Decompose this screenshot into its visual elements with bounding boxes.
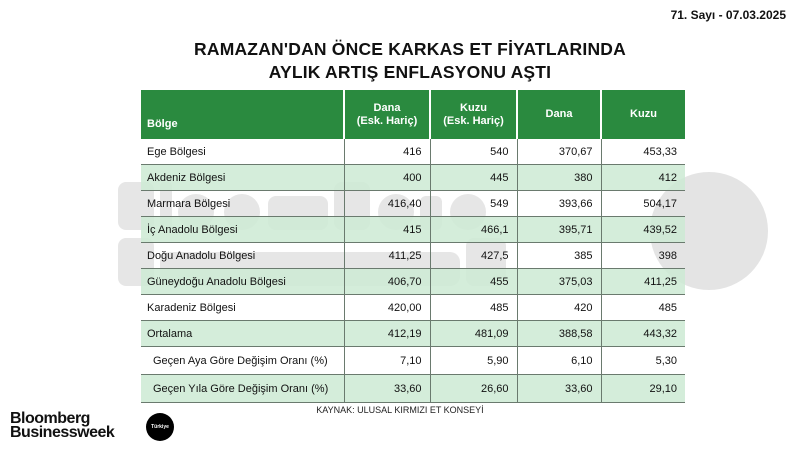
value-cell: 427,5	[430, 242, 518, 269]
value-cell: 416	[344, 139, 431, 165]
region-cell: Akdeniz Bölgesi	[141, 164, 345, 191]
value-cell: 443,32	[601, 320, 685, 347]
table-row: Doğu Anadolu Bölgesi 411,25 427,5 385 398	[141, 242, 685, 269]
table-row: Ortalama 412,19 481,09 388,58 443,32	[141, 320, 685, 347]
table-header-row: Bölge Dana (Esk. Hariç) Kuzu (Esk. Hariç) Dan…	[141, 90, 685, 139]
value-cell: 380	[517, 164, 602, 191]
value-cell: 398	[601, 242, 685, 269]
value-cell: 375,03	[517, 268, 602, 295]
page-title: RAMAZAN'DAN ÖNCE KARKAS ET FİYATLARINDA …	[0, 38, 800, 84]
table-row: Geçen Aya Göre Değişim Oranı (%) 7,10 5,90…	[141, 346, 685, 375]
column-header: Kuzu (Esk. Hariç)	[430, 90, 518, 139]
value-cell: 406,70	[344, 268, 431, 295]
table-row: Geçen Yıla Göre Değişim Oranı (%) 33,60 26…	[141, 374, 685, 403]
value-cell: 481,09	[430, 320, 518, 347]
region-cell: Geçen Yıla Göre Değişim Oranı (%)	[141, 374, 345, 403]
value-cell: 411,25	[344, 242, 431, 269]
value-cell: 33,60	[517, 374, 602, 403]
value-cell: 439,52	[601, 216, 685, 243]
table-row: Akdeniz Bölgesi 400 445 380 412	[141, 164, 685, 191]
region-cell: Doğu Anadolu Bölgesi	[141, 242, 345, 269]
column-header: Kuzu	[601, 90, 685, 139]
value-cell: 395,71	[517, 216, 602, 243]
value-cell: 416,40	[344, 190, 431, 217]
value-cell: 393,66	[517, 190, 602, 217]
value-cell: 415	[344, 216, 431, 243]
value-cell: 453,33	[601, 139, 685, 165]
value-cell: 29,10	[601, 374, 685, 403]
column-header: Bölge	[141, 90, 345, 139]
region-cell: Marmara Bölgesi	[141, 190, 345, 217]
value-cell: 455	[430, 268, 518, 295]
value-cell: 7,10	[344, 346, 431, 375]
value-cell: 26,60	[430, 374, 518, 403]
value-cell: 6,10	[517, 346, 602, 375]
table-row: Ege Bölgesi 416 540 370,67 453,33	[141, 139, 685, 165]
column-header-line: Dana	[373, 101, 401, 114]
value-cell: 504,17	[601, 190, 685, 217]
value-cell: 385	[517, 242, 602, 269]
table-row: Güneydoğu Anadolu Bölgesi 406,70 455 375,03…	[141, 268, 685, 295]
turkiye-badge: Türkiye	[146, 413, 174, 441]
column-header-line: (Esk. Hariç)	[443, 114, 504, 127]
column-header: Dana (Esk. Hariç)	[344, 90, 431, 139]
table-row: Karadeniz Bölgesi 420,00 485 420 485	[141, 294, 685, 321]
logo-line-1: Bloomberg	[10, 410, 90, 427]
value-cell: 420,00	[344, 294, 431, 321]
value-cell: 540	[430, 139, 518, 165]
region-cell: Güneydoğu Anadolu Bölgesi	[141, 268, 345, 295]
value-cell: 485	[601, 294, 685, 321]
brand-logo: Bloomberg Businessweek	[10, 410, 115, 441]
value-cell: 420	[517, 294, 602, 321]
value-cell: 549	[430, 190, 518, 217]
value-cell: 388,58	[517, 320, 602, 347]
region-cell: Karadeniz Bölgesi	[141, 294, 345, 321]
value-cell: 400	[344, 164, 431, 191]
region-cell: Ortalama	[141, 320, 345, 347]
table-row: Marmara Bölgesi 416,40 549 393,66 504,17	[141, 190, 685, 217]
title-line-1: RAMAZAN'DAN ÖNCE KARKAS ET FİYATLARINDA	[194, 39, 626, 59]
value-cell: 5,30	[601, 346, 685, 375]
region-cell: Ege Bölgesi	[141, 139, 345, 165]
source-note: KAYNAK: ULUSAL KIRMIZI ET KONSEYİ	[316, 405, 484, 415]
column-header: Dana	[517, 90, 602, 139]
value-cell: 466,1	[430, 216, 518, 243]
value-cell: 445	[430, 164, 518, 191]
value-cell: 411,25	[601, 268, 685, 295]
value-cell: 5,90	[430, 346, 518, 375]
table-row: İç Anadolu Bölgesi 415 466,1 395,71 439,52	[141, 216, 685, 243]
column-header-line: (Esk. Hariç)	[356, 114, 418, 127]
region-cell: Geçen Aya Göre Değişim Oranı (%)	[141, 346, 345, 375]
value-cell: 370,67	[517, 139, 602, 165]
value-cell: 33,60	[344, 374, 431, 403]
issue-date: 71. Sayı - 07.03.2025	[670, 8, 786, 22]
value-cell: 485	[430, 294, 518, 321]
value-cell: 412	[601, 164, 685, 191]
logo-line-2: Businessweek	[10, 424, 115, 441]
price-table: Bölge Dana (Esk. Hariç) Kuzu (Esk. Hariç) Dan…	[141, 90, 685, 403]
region-cell: İç Anadolu Bölgesi	[141, 216, 345, 243]
column-header-line: Kuzu	[460, 101, 487, 114]
value-cell: 412,19	[344, 320, 431, 347]
title-line-2: AYLIK ARTIŞ ENFLASYONU AŞTI	[268, 62, 552, 82]
